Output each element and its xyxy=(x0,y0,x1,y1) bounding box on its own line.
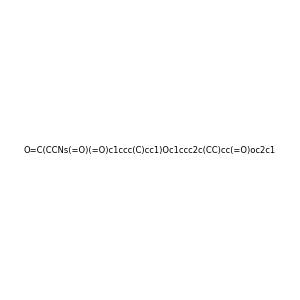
Text: O=C(CCNs(=O)(=O)c1ccc(C)cc1)Oc1ccc2c(CC)cc(=O)oc2c1: O=C(CCNs(=O)(=O)c1ccc(C)cc1)Oc1ccc2c(CC)… xyxy=(24,146,276,154)
